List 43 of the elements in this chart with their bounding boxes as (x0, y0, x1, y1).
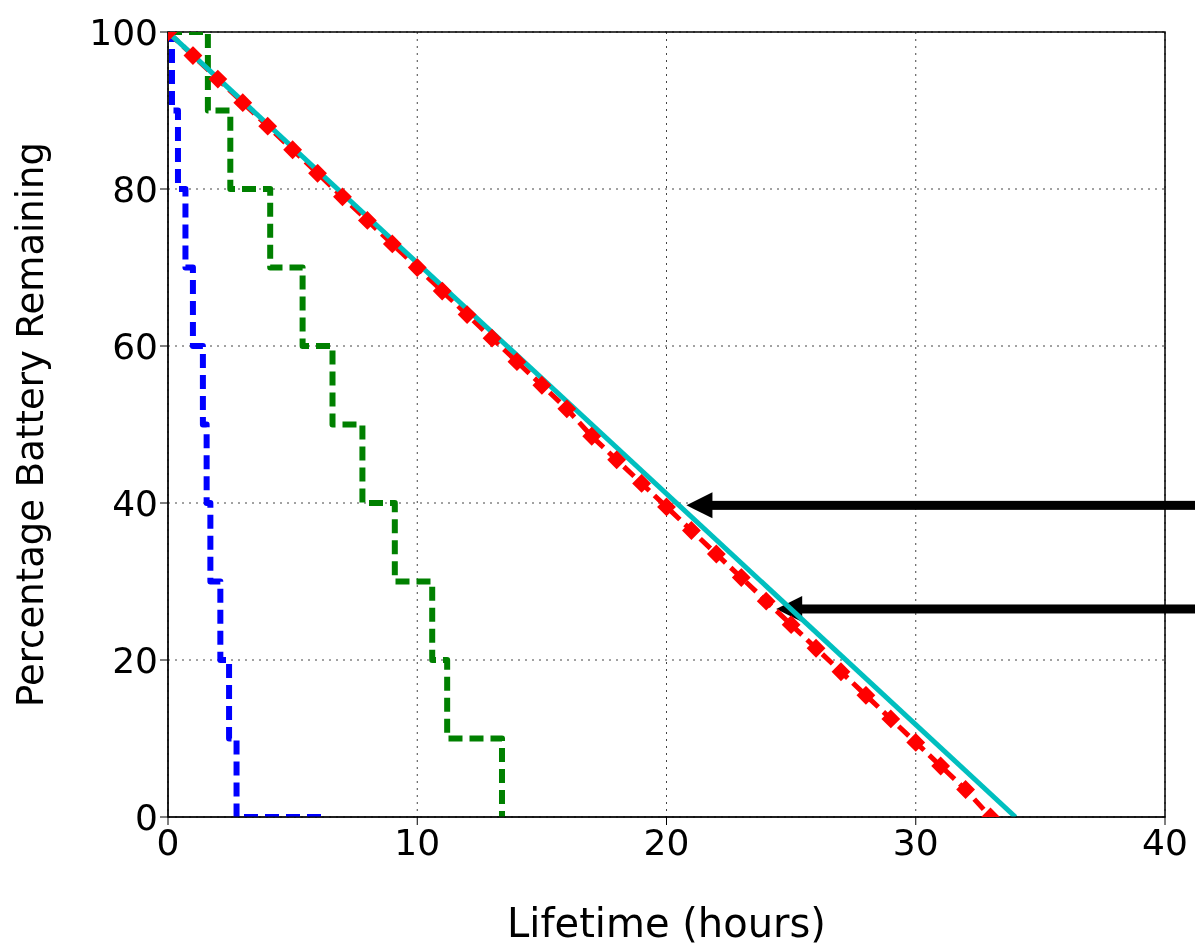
point (582, 427, 601, 446)
point (831, 662, 850, 681)
point (632, 474, 651, 493)
point (383, 234, 402, 253)
point (682, 521, 701, 540)
point (732, 568, 751, 587)
y-tick-label: 80 (112, 168, 158, 210)
point (856, 686, 875, 705)
point (807, 639, 826, 658)
point (607, 450, 626, 469)
point (657, 497, 676, 516)
point (258, 117, 277, 136)
x-axis-title: Lifetime (hours) (507, 900, 826, 946)
y-tick-label: 60 (112, 325, 158, 367)
point (707, 545, 726, 564)
point (408, 258, 427, 277)
point (358, 211, 377, 230)
point (283, 140, 302, 159)
point (233, 93, 252, 112)
point (881, 709, 900, 728)
y-axis-title: Percentage Battery Remaining (9, 141, 53, 708)
point (183, 46, 202, 65)
x-tick-label: 10 (394, 821, 441, 863)
y-tick-label: 20 (112, 639, 158, 681)
point (757, 592, 776, 611)
point (931, 756, 950, 775)
point (507, 352, 526, 371)
point (333, 187, 352, 206)
x-tick-label: 40 (1142, 821, 1188, 863)
point (782, 615, 801, 634)
point (532, 376, 551, 395)
x-tick-label: 30 (892, 821, 939, 863)
point (557, 399, 576, 418)
point (308, 164, 327, 183)
point (483, 329, 502, 348)
point (433, 282, 452, 301)
point (208, 70, 227, 89)
point (458, 305, 477, 324)
x-tick-label: 20 (643, 821, 690, 863)
point (956, 780, 975, 799)
point (906, 733, 925, 752)
y-tick-label: 40 (112, 482, 158, 524)
y-tick-label: 100 (89, 11, 158, 53)
